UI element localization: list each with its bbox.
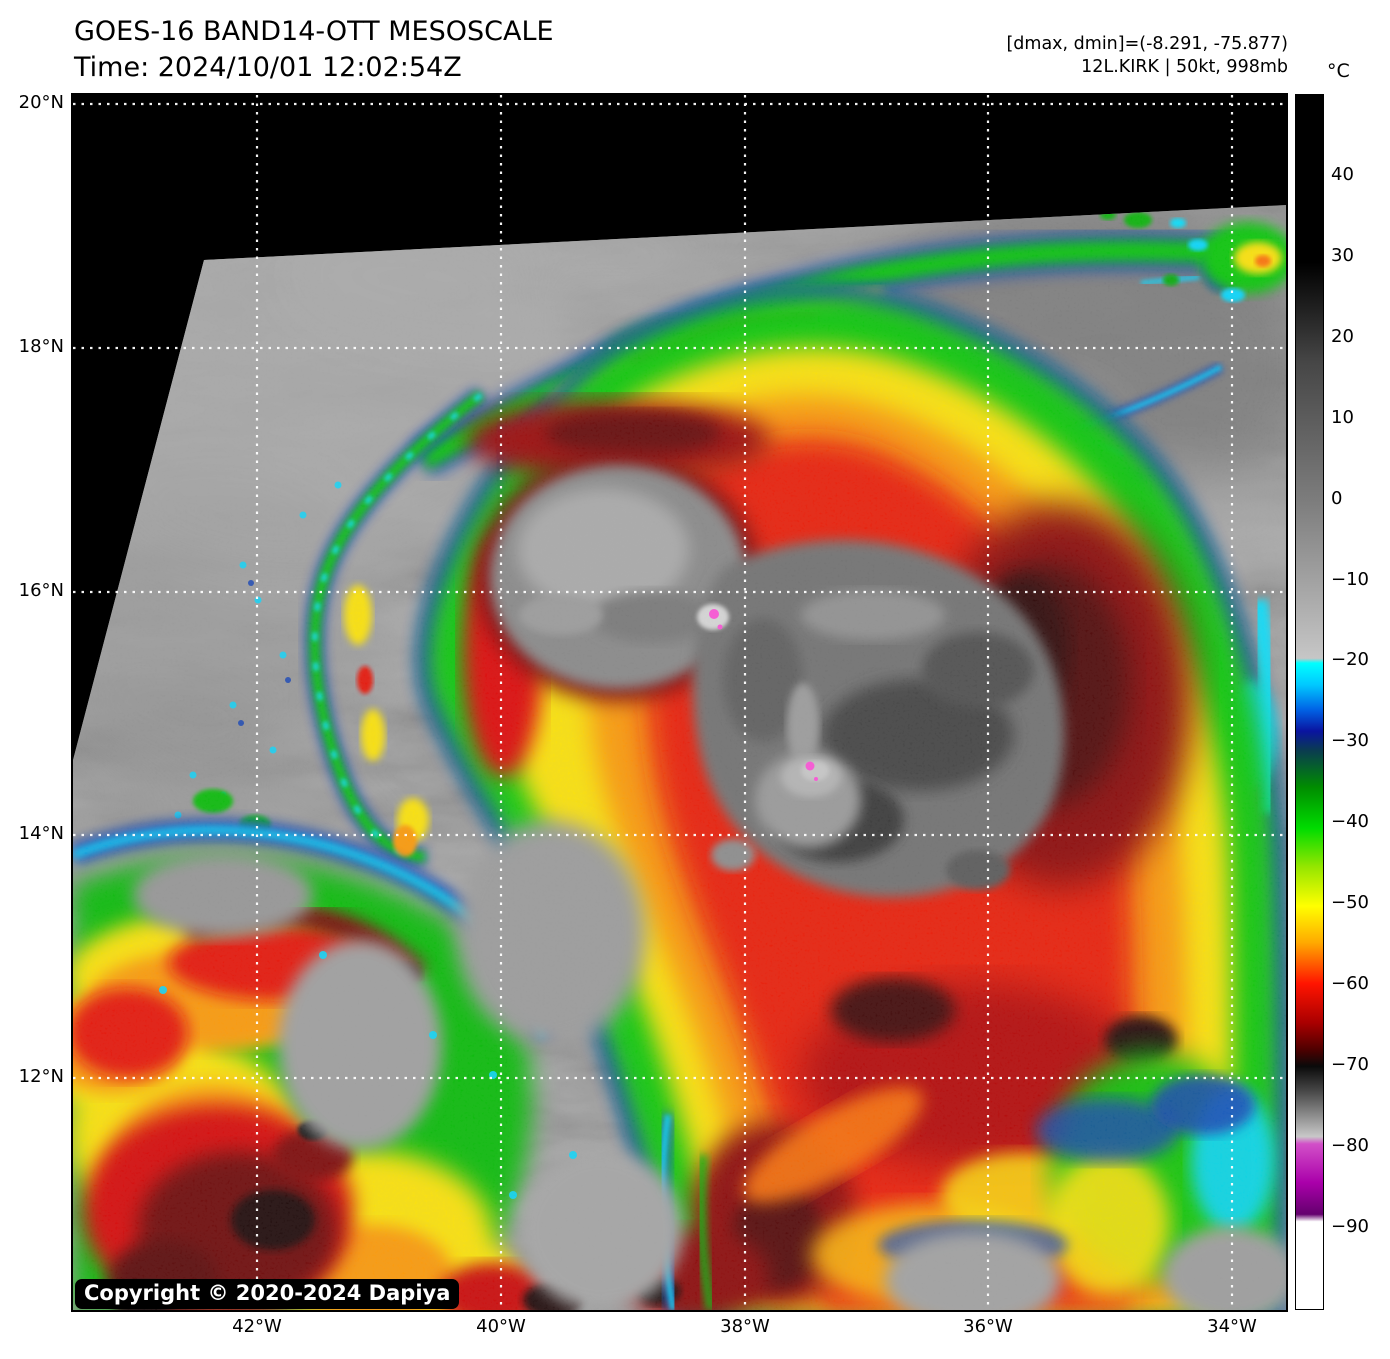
colorbar-tick-label: −20 — [1331, 649, 1369, 671]
colorbar-tick-label: 0 — [1331, 487, 1343, 509]
colorbar-tick-label: 40 — [1331, 164, 1354, 185]
timestamp: Time: 2024/10/01 12:02:54Z — [74, 52, 462, 83]
colorbar-unit: °C — [1327, 60, 1350, 82]
colorbar-tick-label: 10 — [1331, 406, 1354, 428]
colorbar-tick-label: −10 — [1331, 568, 1369, 590]
lat-label: 12°N — [18, 1066, 64, 1087]
colorbar-tick-label: −50 — [1331, 892, 1369, 914]
header-left: GOES-16 BAND14-OTT MESOSCALE Time: 2024/… — [74, 14, 554, 86]
lon-label: 36°W — [963, 1316, 1013, 1337]
lon-label: 40°W — [476, 1316, 526, 1337]
lat-label: 20°N — [18, 92, 64, 113]
satellite-image — [73, 95, 1286, 1310]
colorbar-tick-label: −60 — [1331, 973, 1369, 994]
lon-label: 38°W — [720, 1316, 770, 1337]
lon-label: 34°W — [1207, 1316, 1257, 1337]
lat-label: 18°N — [18, 336, 64, 357]
colorbar-tick-label: −90 — [1331, 1215, 1369, 1237]
lon-label: 42°W — [232, 1316, 282, 1337]
colorbar-tick-label: −40 — [1331, 811, 1369, 833]
dmax-dmin-readout: [dmax, dmin]=(-8.291, -75.877) — [1006, 34, 1288, 54]
header-right: [dmax, dmin]=(-8.291, -75.877) 12L.KIRK … — [1006, 33, 1288, 79]
colorbar-tick-label: −70 — [1331, 1053, 1369, 1075]
satellite-map: Copyright © 2020-2024 Dapiya — [71, 93, 1288, 1312]
storm-info: 12L.KIRK | 50kt, 998mb — [1081, 57, 1288, 77]
colorbar-tick-label: −80 — [1331, 1134, 1369, 1156]
colorbar-tick-label: 20 — [1331, 325, 1354, 347]
colorbar-tick-label: −30 — [1331, 730, 1369, 752]
lat-label: 14°N — [18, 823, 64, 844]
colorbar-tick-label: 30 — [1331, 244, 1354, 266]
product-title: GOES-16 BAND14-OTT MESOSCALE — [74, 16, 554, 47]
lat-label: 16°N — [18, 580, 64, 601]
graticule — [73, 95, 1286, 1310]
colorbar — [1295, 94, 1324, 1310]
copyright-badge: Copyright © 2020-2024 Dapiya — [75, 1279, 460, 1309]
